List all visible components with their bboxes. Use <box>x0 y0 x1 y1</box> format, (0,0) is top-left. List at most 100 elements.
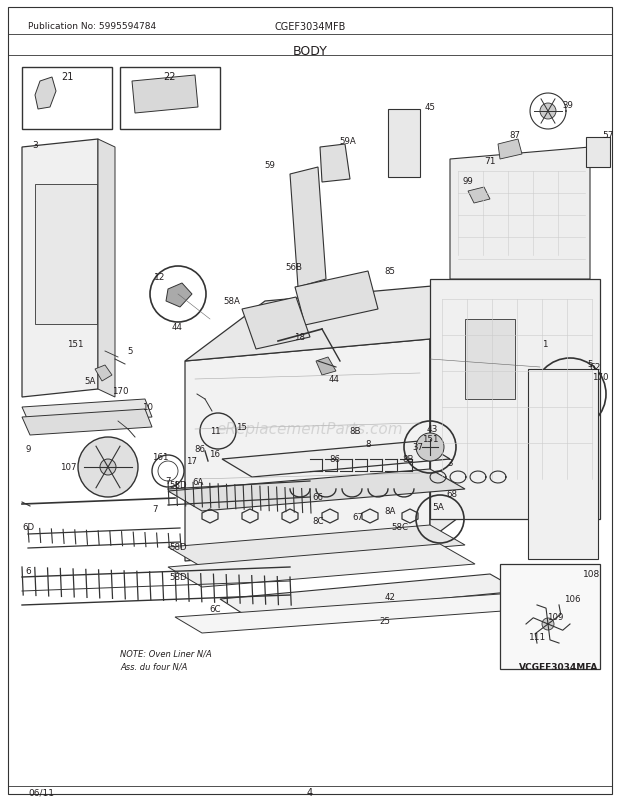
Text: 6A: 6A <box>192 478 204 487</box>
Bar <box>22 68 112 130</box>
Text: 5: 5 <box>587 360 593 369</box>
Text: 22: 22 <box>164 72 176 82</box>
Text: 06/11: 06/11 <box>28 788 54 796</box>
Text: CGEF3034MFB: CGEF3034MFB <box>274 22 346 32</box>
Text: 5: 5 <box>127 347 133 356</box>
Text: 58C: 58C <box>391 523 409 532</box>
Polygon shape <box>450 148 590 280</box>
Text: 25: 25 <box>379 617 391 626</box>
Polygon shape <box>98 140 115 398</box>
Text: 59: 59 <box>265 160 275 169</box>
Text: 6D: 6D <box>22 523 34 532</box>
Text: 42: 42 <box>384 593 396 602</box>
Text: 10: 10 <box>143 403 154 412</box>
Polygon shape <box>166 284 192 308</box>
Text: 8C: 8C <box>312 516 324 526</box>
Text: 170: 170 <box>591 373 608 382</box>
Polygon shape <box>316 358 336 375</box>
Text: 5A: 5A <box>432 503 444 512</box>
Text: 44: 44 <box>329 375 340 384</box>
Text: 62: 62 <box>590 363 601 372</box>
Polygon shape <box>528 370 598 559</box>
Text: 6: 6 <box>25 567 31 576</box>
Text: 15: 15 <box>236 423 247 432</box>
Text: 170: 170 <box>112 387 128 396</box>
Circle shape <box>416 433 444 461</box>
Text: 4: 4 <box>307 787 313 797</box>
Polygon shape <box>498 140 522 160</box>
Text: 108: 108 <box>583 569 601 579</box>
Bar <box>500 565 600 669</box>
Text: 85: 85 <box>384 267 396 276</box>
Text: 106: 106 <box>564 595 580 604</box>
Polygon shape <box>576 384 590 402</box>
Text: 18: 18 <box>294 333 306 342</box>
Text: NOTE: Oven Liner N/A
Ass. du four N/A: NOTE: Oven Liner N/A Ass. du four N/A <box>120 649 212 670</box>
Text: 43: 43 <box>427 425 438 434</box>
Polygon shape <box>185 339 430 561</box>
Text: 71: 71 <box>484 157 496 166</box>
Text: 59A: 59A <box>340 137 356 146</box>
Polygon shape <box>290 168 326 288</box>
Polygon shape <box>185 280 510 362</box>
Text: 16: 16 <box>210 450 221 459</box>
Text: 9: 9 <box>25 445 30 454</box>
Text: 87: 87 <box>510 132 521 140</box>
Text: 44: 44 <box>172 323 182 332</box>
Text: 1: 1 <box>542 340 547 349</box>
Text: 21: 21 <box>61 72 73 82</box>
Polygon shape <box>22 399 152 426</box>
Text: 66: 66 <box>312 493 324 502</box>
Polygon shape <box>220 574 520 618</box>
Text: 7: 7 <box>166 477 171 486</box>
Text: 68: 68 <box>446 490 458 499</box>
Text: 58D: 58D <box>169 481 187 490</box>
Text: 67: 67 <box>353 512 363 522</box>
Bar <box>388 110 420 178</box>
Polygon shape <box>175 594 530 634</box>
Circle shape <box>100 460 116 476</box>
Text: 39: 39 <box>562 100 574 109</box>
Polygon shape <box>168 525 465 567</box>
Text: 17: 17 <box>187 457 198 466</box>
Polygon shape <box>168 545 475 587</box>
Polygon shape <box>295 272 378 326</box>
Text: 58A: 58A <box>224 297 241 306</box>
Polygon shape <box>320 145 350 183</box>
Text: 57: 57 <box>602 131 614 140</box>
Polygon shape <box>430 280 600 520</box>
Text: 86: 86 <box>329 455 340 464</box>
Text: 3: 3 <box>32 140 38 149</box>
Text: 12: 12 <box>154 273 166 282</box>
Polygon shape <box>132 76 198 114</box>
Text: 161: 161 <box>152 453 168 462</box>
Text: 11: 11 <box>210 427 220 436</box>
Polygon shape <box>430 280 510 539</box>
Text: 86: 86 <box>195 445 205 454</box>
Polygon shape <box>35 78 56 110</box>
Text: 109: 109 <box>547 613 563 622</box>
Text: 45: 45 <box>425 103 435 111</box>
Circle shape <box>78 437 138 497</box>
Text: 107: 107 <box>60 463 76 472</box>
Text: Publication No: 5995594784: Publication No: 5995594784 <box>28 22 156 31</box>
Polygon shape <box>550 382 580 407</box>
Polygon shape <box>22 140 98 398</box>
Bar <box>465 320 515 399</box>
Text: VCGEF3034MFA: VCGEF3034MFA <box>518 662 598 671</box>
Text: 8A: 8A <box>384 507 396 516</box>
Text: eReplacementParts.com: eReplacementParts.com <box>216 422 404 437</box>
Polygon shape <box>222 441 450 477</box>
Text: 58D: 58D <box>169 543 187 552</box>
Text: 99: 99 <box>463 177 474 186</box>
Text: BODY: BODY <box>293 45 327 58</box>
Polygon shape <box>242 298 310 350</box>
Text: 5A: 5A <box>84 377 95 386</box>
Text: 6C: 6C <box>209 605 221 614</box>
Text: 151: 151 <box>67 340 83 349</box>
Bar <box>120 68 220 130</box>
Text: 3: 3 <box>447 459 453 468</box>
Polygon shape <box>168 469 465 512</box>
Bar <box>586 138 610 168</box>
Text: 58D: 58D <box>169 573 187 581</box>
